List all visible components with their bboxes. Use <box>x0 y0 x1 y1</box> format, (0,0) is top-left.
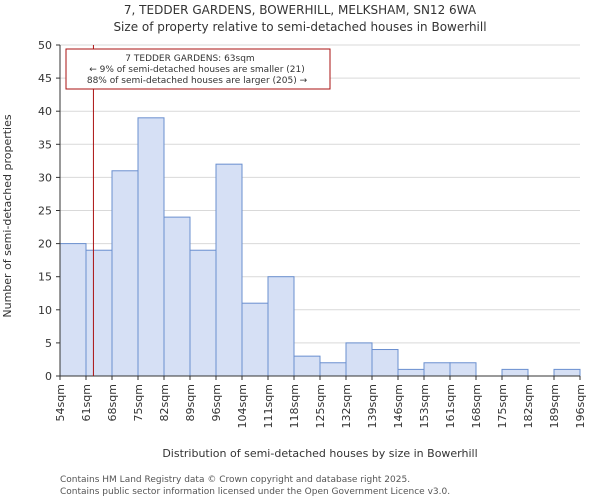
x-tick-label: 182sqm <box>522 384 535 428</box>
y-tick-label: 45 <box>38 72 52 85</box>
histogram-bar <box>241 302 269 377</box>
x-tick-label: 196sqm <box>574 384 587 428</box>
x-tick-label: 111sqm <box>262 384 275 428</box>
histogram-bar <box>501 368 529 377</box>
histogram-bar <box>397 368 425 377</box>
x-tick-label: 118sqm <box>288 384 301 428</box>
chart-title: 7, TEDDER GARDENS, BOWERHILL, MELKSHAM, … <box>124 3 477 17</box>
histogram-bar <box>215 163 243 377</box>
chart-subtitle: Size of property relative to semi-detach… <box>113 20 486 34</box>
y-tick-label: 35 <box>38 138 52 151</box>
y-tick-label: 10 <box>38 304 52 317</box>
x-tick-label: 189sqm <box>548 384 561 428</box>
y-tick-label: 50 <box>38 39 52 52</box>
y-tick-label: 5 <box>45 337 52 350</box>
x-tick-label: 175sqm <box>496 384 509 428</box>
x-tick-label: 125sqm <box>314 384 327 428</box>
annotation-line-2: ← 9% of semi-detached houses are smaller… <box>89 65 305 75</box>
x-tick-label: 89sqm <box>184 384 197 421</box>
histogram-bar <box>189 249 217 377</box>
x-tick-label: 168sqm <box>470 384 483 428</box>
x-tick-label: 104sqm <box>236 384 249 428</box>
annotation-box-frame <box>65 48 331 90</box>
x-tick-label: 146sqm <box>392 384 405 428</box>
x-ticks: 54sqm 61sqm 68sqm 75sqm 82sqm 89sqm 96sqm 104sq… <box>54 376 587 428</box>
x-tick-label: 54sqm <box>54 384 67 421</box>
x-tick-label: 132sqm <box>340 384 353 428</box>
y-ticks: 0 5 10 15 20 25 30 35 40 45 50 <box>38 39 60 383</box>
x-tick-label: 153sqm <box>418 384 431 428</box>
x-axis-label: Distribution of semi-detached houses by … <box>162 447 477 460</box>
x-tick-label: 75sqm <box>132 384 145 421</box>
x-tick-label: 82sqm <box>158 384 171 421</box>
histogram-bar <box>85 249 113 377</box>
histogram-bar <box>137 117 165 377</box>
x-tick-label: 139sqm <box>366 384 379 428</box>
histogram-bar <box>59 243 87 377</box>
x-tick-label: 96sqm <box>210 384 223 421</box>
histogram-bar <box>371 349 399 377</box>
histogram-bar <box>267 276 295 377</box>
y-tick-label: 25 <box>38 205 52 218</box>
y-tick-label: 30 <box>38 171 52 184</box>
histogram-bar <box>423 362 451 377</box>
annotation-box: 7 TEDDER GARDENS: 63sqm ← 9% of semi-det… <box>65 48 331 90</box>
y-tick-label: 40 <box>38 105 52 118</box>
bars-layer <box>59 117 581 377</box>
x-tick-label: 161sqm <box>444 384 457 428</box>
histogram-bar <box>319 362 347 377</box>
histogram-bar <box>293 355 321 377</box>
x-tick-label: 68sqm <box>106 384 119 421</box>
histogram-bar <box>345 342 373 377</box>
y-tick-label: 0 <box>45 370 52 383</box>
x-tick-label: 61sqm <box>80 384 93 421</box>
y-tick-label: 15 <box>38 271 52 284</box>
annotation-line-3: 88% of semi-detached houses are larger (… <box>87 76 308 86</box>
histogram-bar <box>111 170 139 377</box>
histogram-bar <box>553 368 581 377</box>
footer-line-2: Contains public sector information licen… <box>60 487 450 497</box>
footer-line-1: Contains HM Land Registry data © Crown c… <box>60 475 410 485</box>
y-tick-label: 20 <box>38 238 52 251</box>
histogram-bar <box>163 216 191 377</box>
annotation-line-1: 7 TEDDER GARDENS: 63sqm <box>125 54 254 64</box>
histogram-bar <box>449 362 477 377</box>
y-axis-label: Number of semi-detached properties <box>1 114 14 317</box>
